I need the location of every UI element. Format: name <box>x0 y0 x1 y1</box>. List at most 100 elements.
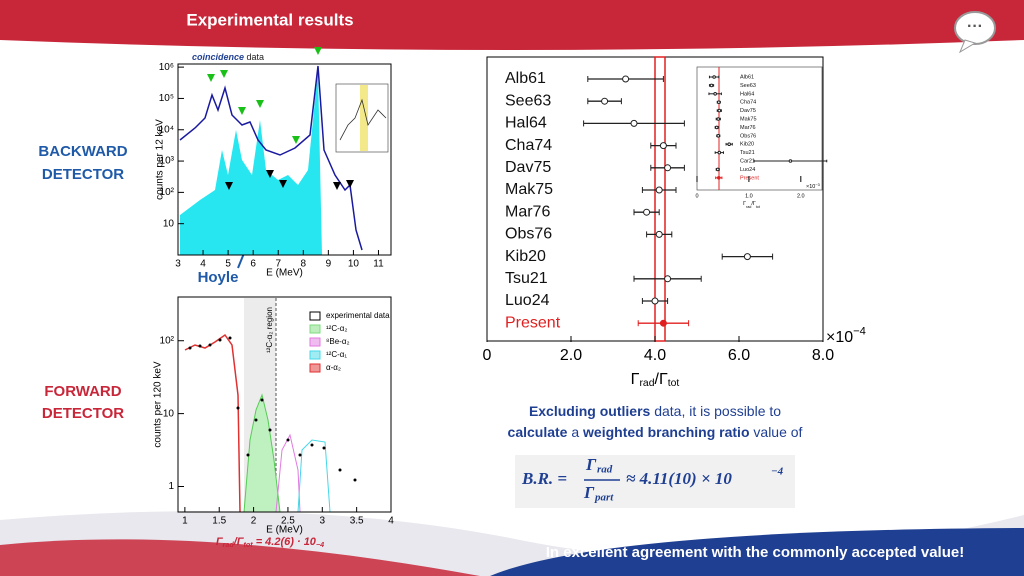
caption: coincidence data <box>192 52 264 62</box>
data-points <box>188 336 357 482</box>
point <box>717 108 722 113</box>
x-tick-label: 9 <box>326 259 332 270</box>
y-axis-label: counts per 12 keV <box>155 119 166 200</box>
y-tick-label: 10⁴ <box>159 124 174 135</box>
hoyle-label: Hoyle <box>198 269 239 286</box>
category-label: Cha74 <box>740 100 756 106</box>
category-label: Kib20 <box>505 248 546 265</box>
legend-label: α-α₂ <box>326 363 341 372</box>
point <box>716 134 721 138</box>
legend-swatch <box>309 311 321 321</box>
point <box>717 150 722 155</box>
legend-label: experimental data <box>326 311 390 320</box>
point <box>714 125 719 130</box>
x-tick-label: 2 <box>251 516 257 527</box>
weighted-band <box>654 56 666 342</box>
result: Γrad/Γtot = 4.2(6) · 10−4 <box>216 536 324 549</box>
y-tick-label: 10² <box>160 187 175 198</box>
inset-data <box>339 98 387 141</box>
text-part: a <box>567 424 583 440</box>
y-tick-label: 1 <box>168 481 174 492</box>
y-tick-label: 10² <box>160 335 175 346</box>
point <box>655 186 663 194</box>
plot-frame <box>177 63 392 256</box>
text-part: data, it is possible to <box>650 403 781 419</box>
text-part: /Γ <box>233 536 245 548</box>
point <box>622 75 630 83</box>
point <box>788 159 793 163</box>
category-label: Mar76 <box>740 125 756 131</box>
be8-alpha2 <box>275 433 301 513</box>
title: Experimental results <box>186 10 353 29</box>
bottom-spectrum <box>184 298 357 513</box>
formula-part: rad <box>597 464 613 476</box>
y-tick-label: 10⁵ <box>159 93 174 104</box>
x-tick-label: 1.0 <box>745 193 753 199</box>
text-part: value of <box>750 424 803 440</box>
subscript: rad <box>746 205 751 209</box>
svg-text:···: ··· <box>967 18 983 35</box>
region-label: ¹²C-α₂ region <box>265 307 274 353</box>
text-part: Γ <box>631 371 640 388</box>
category-label: Obs76 <box>505 226 552 243</box>
caption-em: coincidence <box>192 52 244 62</box>
category-label: Luo24 <box>505 292 550 309</box>
backward-label: BACKWARD DETECTOR <box>38 143 127 183</box>
legend-swatch <box>309 324 321 334</box>
category-label: Alb61 <box>740 74 754 80</box>
category-label: Dav75 <box>740 108 756 114</box>
point <box>643 208 651 216</box>
formula-part: Γ <box>585 455 597 474</box>
subscript: rad <box>223 541 235 549</box>
category-label: Obs76 <box>740 133 756 139</box>
forward-label: FORWARD DETECTOR <box>42 383 124 422</box>
x-tick-label: 2.5 <box>281 516 295 527</box>
spectrum-line <box>179 65 363 251</box>
c12-alpha2 <box>243 393 281 513</box>
y-tick-label: 10 <box>163 218 175 229</box>
point <box>655 230 663 238</box>
text-line: Excluding outliers data, it is possible … <box>529 403 781 419</box>
point <box>712 75 716 79</box>
x-axis-label: E (MeV) <box>266 268 303 279</box>
x-tick-label: 6.0 <box>728 347 750 364</box>
category-label: Present <box>740 175 759 181</box>
subscript: tot <box>756 205 760 209</box>
header-band <box>0 0 1024 50</box>
alpha-alpha2 <box>184 333 241 513</box>
text-part: Γ <box>743 201 746 207</box>
y-tick-label: 10³ <box>160 156 175 167</box>
chat-icon[interactable]: ··· <box>954 11 996 54</box>
x-tick-label: 4.0 <box>644 347 666 364</box>
plot-frame <box>177 296 392 513</box>
category-label: Mak75 <box>505 181 553 198</box>
x-tick-label: 4 <box>200 259 206 270</box>
legend-label: ¹²C-α₂ <box>326 324 348 333</box>
text-line: calculate a weighted branching ratio val… <box>508 424 803 440</box>
text-part: /Γ <box>751 201 756 207</box>
formula-part: −4 <box>771 466 784 478</box>
x-axis-label: E (MeV) <box>266 525 303 536</box>
category-label: Cha74 <box>505 137 552 154</box>
legend-swatch <box>309 350 321 360</box>
point <box>709 83 714 88</box>
text-part: ×10 <box>826 329 853 346</box>
subscript: tot <box>668 378 680 389</box>
point <box>630 119 638 127</box>
text-part: = 4.2(6) · 10 <box>253 536 317 548</box>
label-line: FORWARD <box>44 383 121 400</box>
caption-rest: data <box>244 52 264 62</box>
label-line: DETECTOR <box>42 166 124 183</box>
text-part: Excluding <box>529 403 600 419</box>
y-tick-label: 10 <box>163 408 175 419</box>
category-label: Mak75 <box>740 116 757 122</box>
x-tick-label: 2.0 <box>560 347 582 364</box>
subscript: −4 <box>316 541 324 549</box>
text-part: weighted branching ratio <box>582 424 749 440</box>
footer-text: In excellent agreement with the commonly… <box>546 544 964 561</box>
footer-band <box>490 528 1024 576</box>
multiplier: ×10−4 <box>826 326 866 347</box>
formula-part: ≈ 4.11(10) × 10 <box>626 469 732 488</box>
x-tick-label: 3 <box>320 516 326 527</box>
